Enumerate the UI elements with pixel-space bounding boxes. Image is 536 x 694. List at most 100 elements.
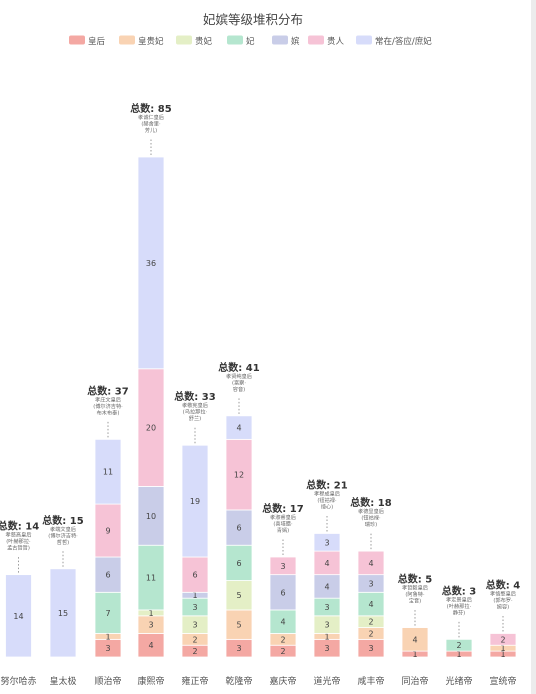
segment-value-label-5-1: 5 [236,621,241,630]
empress-annotation-9-0: 孝哲毅皇后 [402,584,428,592]
legend-label-0[interactable]: 皇后 [88,36,106,47]
segment-value-label-8-5: 4 [368,559,373,568]
empress-annotation-5-2: 容音) [233,385,245,393]
empress-annotation-3-1: (赫舍里· [141,120,161,128]
empress-annotation-4-2: 舒兰) [189,414,201,422]
bar-segment-5-1[interactable] [225,609,253,640]
bar-segment-6-5[interactable] [269,556,297,576]
segment-value-label-11-5: 2 [500,635,505,644]
x-tick-label-7: 道光帝 [313,675,340,687]
bar-segment-2-5[interactable] [94,503,122,558]
bar-segment-5-4[interactable] [225,509,253,546]
segment-value-label-8-2: 2 [368,618,373,627]
page-scrollbar[interactable] [531,0,536,694]
bar-segment-0-6[interactable] [5,574,32,658]
segment-value-label-7-6: 3 [324,538,329,547]
empress-annotation-11-1: (郭布罗· [493,596,513,604]
empress-annotation-7-0: 孝穆成皇后 [314,489,340,497]
segment-value-label-4-2: 3 [192,621,197,630]
empress-annotation-7-1: (钮祜禄· [317,496,337,504]
empress-annotation-9-2: 宝音) [409,597,421,605]
legend-label-4[interactable]: 嫔 [291,36,300,47]
segment-value-label-6-5: 3 [280,562,285,571]
legend-label-5[interactable]: 贵人 [327,36,345,47]
empress-annotation-4-1: (乌拉那拉· [183,408,208,416]
segment-value-label-8-3: 4 [368,600,373,609]
empress-annotation-3-0: 孝诚仁皇后 [138,113,164,121]
legend-swatch-5[interactable] [308,35,324,45]
empress-annotation-0-2: 孟古哲哲) [7,544,30,552]
empress-annotation-1-0: 孝端文皇后 [50,525,76,533]
total-label-6: 总数: 17 [262,502,303,515]
bar-segment-5-3[interactable] [225,544,253,581]
bar-segment-5-2[interactable] [225,580,253,611]
x-tick-label-11: 宣统帝 [489,675,516,687]
segment-value-label-5-4: 6 [236,524,241,533]
bar-segment-3-6[interactable] [137,156,165,370]
segment-value-label-4-4: 1 [192,591,197,600]
segment-value-label-3-3: 11 [146,574,156,583]
segment-value-label-9-0: 1 [412,650,417,659]
segment-value-label-0-6: 14 [13,612,23,621]
legend-label-1[interactable]: 皇贵妃 [138,36,164,47]
x-tick-label-3: 康熙帝 [137,675,164,687]
segment-value-label-10-3: 2 [456,641,461,650]
bar-segment-2-6[interactable] [94,438,122,505]
segment-value-label-6-0: 2 [280,647,285,656]
bar-segment-6-4[interactable] [269,574,297,611]
total-label-7: 总数: 21 [306,478,347,491]
segment-value-label-7-4: 4 [324,582,329,591]
x-tick-label-5: 乾隆帝 [225,675,252,687]
x-tick-label-4: 雍正帝 [181,675,208,687]
bar-segment-7-6[interactable] [313,533,341,552]
legend-swatch-0[interactable] [69,35,85,45]
bar-segment-3-5[interactable] [137,368,165,487]
segment-value-label-11-0: 1 [500,650,505,659]
bar-segment-11-5[interactable] [489,633,517,646]
empress-annotation-10-1: (叶赫那拉· [447,602,472,610]
total-label-10: 总数: 3 [442,584,476,597]
x-tick-label-10: 光绪帝 [445,675,472,687]
bar-segment-9-1[interactable] [401,627,429,652]
bar-segment-8-5[interactable] [357,550,385,576]
segment-value-label-4-3: 3 [192,603,197,612]
segment-value-label-3-5: 20 [146,424,156,433]
legend-swatch-1[interactable] [119,35,135,45]
legend-label-2[interactable]: 贵妃 [195,36,213,47]
legend-label-6[interactable]: 常在/答应/庶妃 [375,36,432,47]
bar-segment-5-5[interactable] [225,438,253,511]
empress-annotation-3-2: 芳儿) [145,126,157,134]
empress-annotation-2-0: 孝庄文皇后 [95,395,121,403]
segment-value-label-6-1: 2 [280,635,285,644]
segment-value-label-4-1: 2 [192,635,197,644]
segment-value-label-3-0: 4 [148,641,153,650]
legend-label-3[interactable]: 妃 [246,36,255,47]
legend-swatch-3[interactable] [227,35,243,45]
legend-swatch-6[interactable] [356,35,372,45]
bar-segment-3-4[interactable] [137,486,165,546]
total-label-8: 总数: 18 [350,496,391,509]
bar-segment-4-5[interactable] [181,556,209,593]
total-label-2: 总数: 37 [87,384,128,397]
empress-annotation-2-1: (博尔济吉特· [93,402,123,410]
x-tick-label-0: 努尔哈赤 [0,675,36,687]
segment-value-label-3-1: 3 [148,621,153,630]
empress-annotation-1-2: 哲哲) [57,539,69,546]
segment-value-label-5-3: 6 [236,559,241,568]
segment-value-label-7-3: 3 [324,603,329,612]
empress-annotation-9-1: (阿鲁特· [405,590,425,598]
bar-segment-5-6[interactable] [225,415,253,440]
segment-value-label-2-3: 7 [105,609,110,618]
empress-annotation-6-2: 青嫣) [277,526,289,534]
legend-swatch-2[interactable] [176,35,192,45]
segment-value-label-6-4: 6 [280,588,285,597]
segment-value-label-2-0: 3 [105,644,110,653]
bar-segment-4-6[interactable] [181,444,209,558]
bar-segment-10-3[interactable] [445,638,473,652]
bar-segment-2-3[interactable] [94,591,122,634]
x-tick-label-6: 嘉庆帝 [269,675,296,687]
segment-value-label-10-0: 1 [456,650,461,659]
empress-annotation-2-2: 布木布泰) [97,408,120,416]
legend-swatch-4[interactable] [272,35,288,45]
bar-segment-1-6[interactable] [49,568,77,658]
